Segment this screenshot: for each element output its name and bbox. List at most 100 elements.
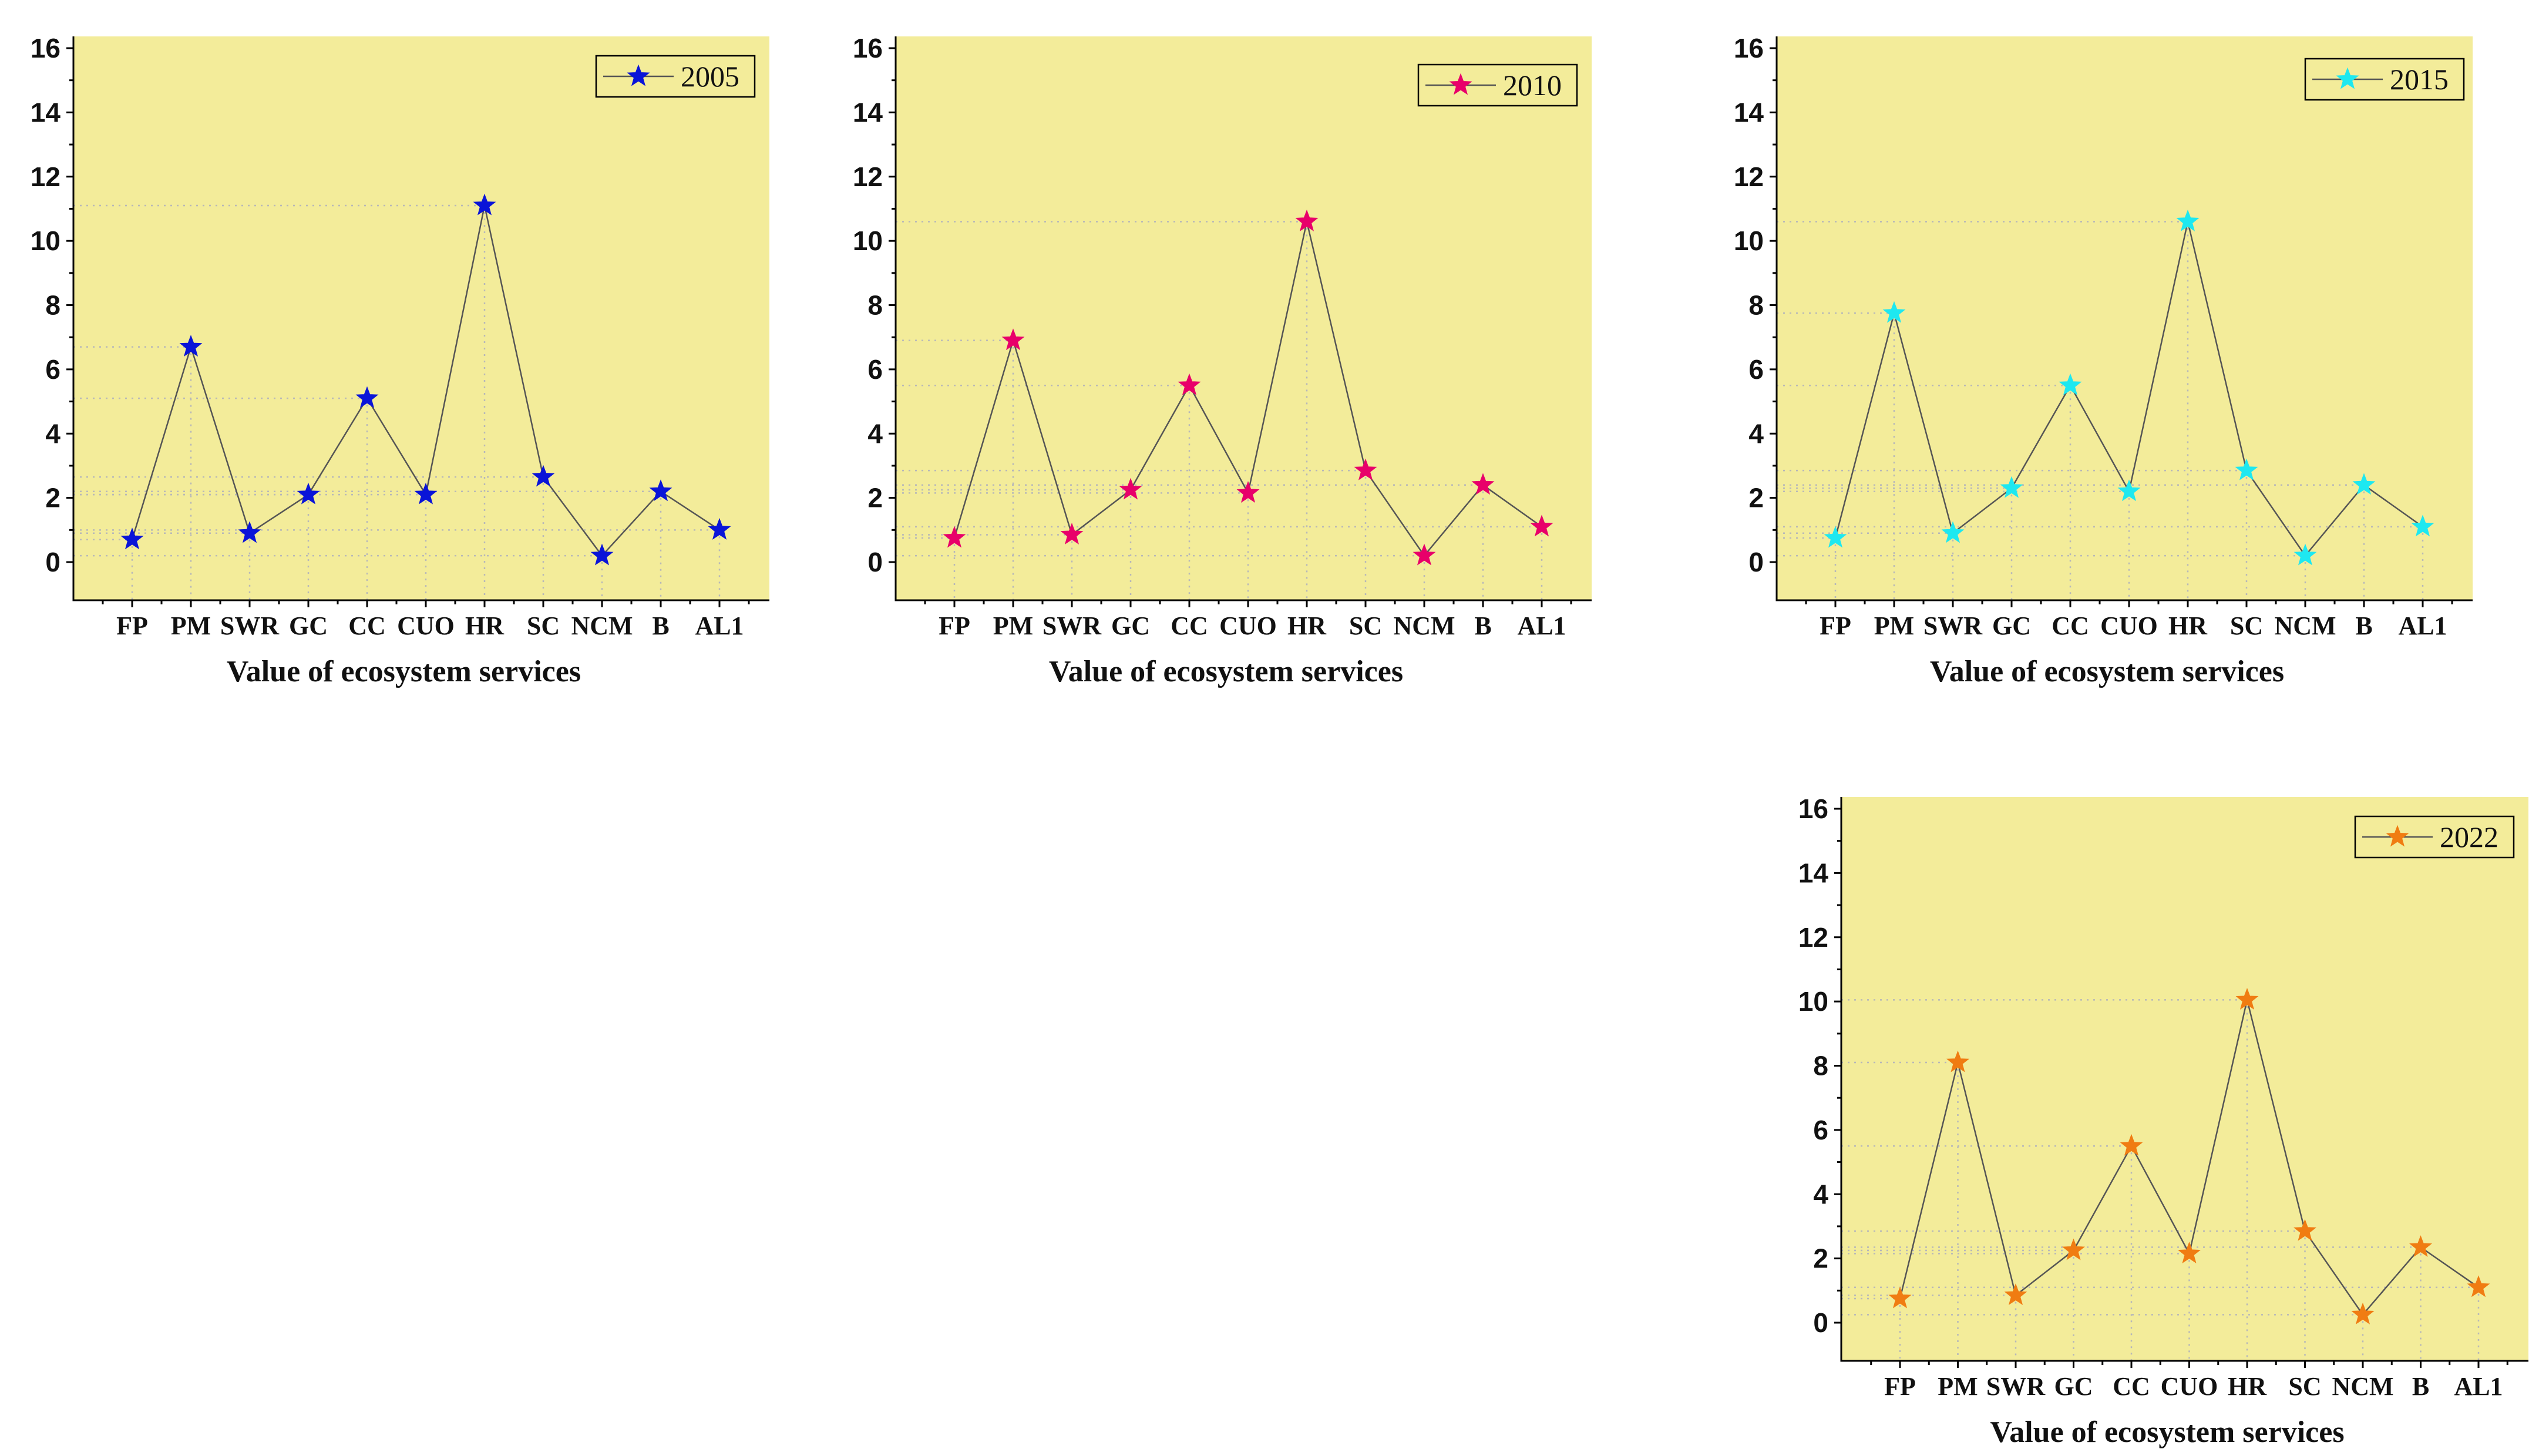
data-point-star-icon [120,527,144,550]
y-tick-label: 6 [867,354,883,385]
x-tick-label: CUO [397,611,455,640]
chart-2015: 0 2 4 6 8 10 12 14 16 FP PM SWR GC CC CUO HR SC NCM B AL1 Va… [1734,33,2473,688]
data-point-star-icon [708,517,731,540]
data-point-star-icon [1530,515,1553,537]
data-point-star-icon [2176,209,2200,231]
data-point-star-icon [2467,1275,2490,1297]
x-tick-label: SC [2230,611,2263,640]
legend-label: 2015 [2390,63,2449,96]
data-point-star-icon [297,482,320,505]
data-point-star-icon [2293,543,2317,566]
y-tick-label: 14 [31,97,61,127]
y-tick-label: 12 [853,162,883,192]
legend: 2022 [2354,815,2515,859]
data-point-star-icon [2117,479,2141,502]
data-point-star-icon [590,543,614,566]
x-tick-label: SWR [1042,611,1102,640]
legend-label: 2010 [1503,69,1562,102]
data-point-star-icon [355,386,379,408]
data-point-star-icon [1236,480,1260,503]
x-tick-label: PM [993,611,1033,640]
x-tick-label: FP [939,611,970,640]
y-tick-label: 10 [31,226,60,256]
y-tick-label: 0 [45,547,60,577]
x-tick-label: FP [1820,611,1851,640]
x-tick-label: GC [1992,611,2031,640]
x-tick-label: CUO [2100,611,2158,640]
x-axis-title: Value of ecosystem services [227,655,581,688]
data-point-star-icon [1178,373,1201,395]
x-axis-title: Value of ecosystem services [1990,1415,2344,1449]
x-tick-label: CUO [2161,1372,2218,1401]
data-point-star-icon [2059,373,2082,395]
x-tick-label: HR [1287,611,1327,640]
x-tick-label: FP [1884,1372,1916,1401]
x-tick-label: NCM [571,611,633,640]
data-point-star-icon [2351,1302,2375,1324]
data-point-star-icon [1471,473,1495,495]
data-point-star-icon [1946,1050,1969,1072]
x-tick-label: AL1 [2398,611,2447,640]
y-tick-label: 6 [1748,354,1764,385]
axis-lines [72,36,769,601]
y-tick-label: 8 [867,290,883,321]
y-tick-label: 12 [1734,162,1764,192]
y-tick-label: 0 [1748,547,1764,577]
y-tick-label: 2 [867,483,883,513]
x-tick-label: CC [1171,611,1208,640]
legend: 2005 [595,55,756,98]
legend: 2010 [1417,63,1578,107]
data-point-star-icon [179,335,203,357]
x-tick-label: CUO [1219,611,1277,640]
y-tick-label: 8 [1748,290,1764,321]
x-tick-label: SC [1349,611,1382,640]
x-tick-label: GC [1111,611,1150,640]
y-tick-label: 4 [867,418,883,449]
plot-area [1777,36,2473,600]
legend-star-icon [1449,73,1472,95]
data-point-star-icon [2352,473,2376,495]
x-tick-label: GC [289,611,328,640]
y-tick-label: 4 [45,418,60,449]
y-tick-label: 6 [1813,1115,1828,1145]
x-tick-label: B [652,611,669,640]
y-tick-label: 16 [31,33,60,63]
y-tick-label: 8 [1813,1051,1828,1081]
x-tick-label: B [2355,611,2372,640]
x-tick-label: SWR [1923,611,1983,640]
data-point-star-icon [414,482,438,505]
plot-area [73,36,769,600]
y-tick-label: 14 [1798,858,1829,888]
data-point-star-icon [1119,478,1142,500]
x-axis-title: Value of ecosystem services [1049,655,1403,688]
x-tick-label: PM [171,611,211,640]
x-tick-label: PM [1938,1372,1978,1401]
y-tick-label: 10 [1798,986,1828,1017]
data-point-star-icon [2293,1219,2316,1241]
data-point-star-icon [2000,476,2023,498]
x-tick-label: SWR [1986,1372,2046,1401]
data-point-star-icon [1354,458,1377,480]
y-tick-label: 2 [1748,483,1764,513]
x-tick-label: SWR [220,611,280,640]
legend-star-icon [627,64,650,86]
y-tick-label: 16 [1798,793,1828,824]
data-point-star-icon [1882,301,1906,323]
axis-lines [894,36,1592,601]
y-tick-label: 6 [45,354,60,385]
data-point-star-icon [1888,1286,1912,1309]
legend-star-icon [2386,825,2409,847]
chart-2022: 0 2 4 6 8 10 12 14 16 FP PM SWR GC CC CUO HR SC NCM B AL1 Va… [1798,793,2528,1449]
data-point-star-icon [2235,987,2259,1010]
data-point-star-icon [2004,1283,2027,1306]
data-point-star-icon [1001,328,1025,351]
legend-label: 2022 [2440,821,2498,853]
y-tick-label: 10 [1734,226,1764,256]
y-tick-label: 4 [1748,418,1764,449]
x-tick-label: AL1 [1517,611,1566,640]
data-point-star-icon [2411,515,2434,537]
chart-2010: 0 2 4 6 8 10 12 14 16 FP PM SWR GC CC CUO HR SC NCM B AL1 Va… [853,33,1592,688]
x-tick-label: NCM [1393,611,1455,640]
y-tick-label: 14 [1734,97,1764,127]
x-tick-label: FP [116,611,148,640]
